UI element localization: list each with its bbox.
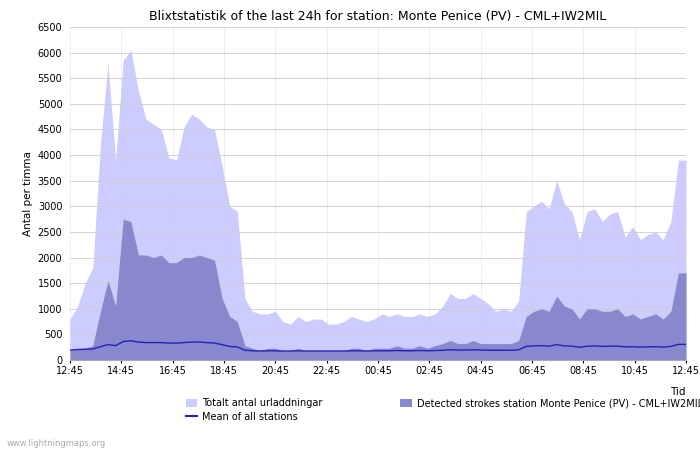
Text: Tid: Tid: [671, 387, 686, 396]
Text: www.lightningmaps.org: www.lightningmaps.org: [7, 439, 106, 448]
Y-axis label: Antal per timma: Antal per timma: [23, 151, 34, 236]
Legend: Totalt antal urladdningar, Mean of all stations, Detected strokes station Monte : Totalt antal urladdningar, Mean of all s…: [186, 398, 700, 422]
Title: Blixtstatistik of the last 24h for station: Monte Penice (PV) - CML+IW2MIL: Blixtstatistik of the last 24h for stati…: [149, 10, 607, 23]
